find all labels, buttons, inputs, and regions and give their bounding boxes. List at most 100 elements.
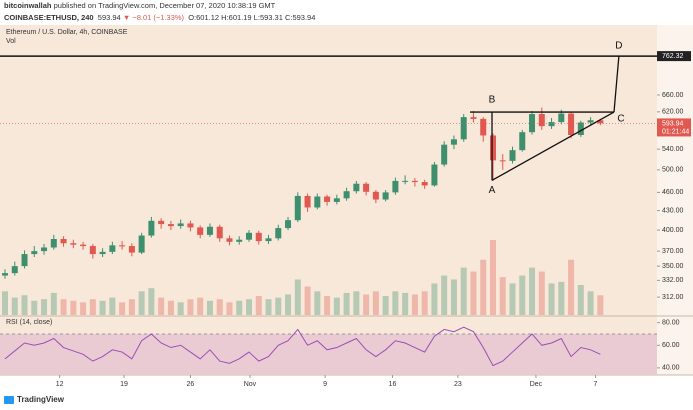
candle-body — [597, 120, 604, 124]
pattern-line — [613, 56, 620, 113]
volume-bar — [538, 271, 545, 315]
x-tick-label: Nov — [244, 381, 257, 388]
candle-body — [587, 120, 594, 123]
candle-body — [568, 113, 575, 136]
volume-bar — [499, 277, 506, 315]
candle-body — [333, 198, 340, 202]
symbol: COINBASE:ETHUSD, 240 — [4, 13, 94, 22]
chart-title: Ethereum / U.S. Dollar, 4h, COINBASE — [6, 29, 128, 36]
volume-bar — [245, 299, 252, 315]
last-price-label: 593.94 — [662, 120, 684, 127]
candle-body — [353, 183, 360, 192]
candle-body — [392, 180, 399, 193]
candle-body — [80, 244, 87, 247]
price: 593.94 — [97, 13, 121, 22]
volume-bar — [353, 291, 360, 315]
volume-bar — [119, 302, 126, 315]
volume-bar — [216, 299, 223, 315]
candle-body — [558, 113, 565, 123]
volume-bar — [314, 291, 321, 315]
y-tick-label: 350.00 — [662, 263, 684, 270]
candle-body — [431, 164, 438, 186]
volume-bar — [2, 291, 8, 315]
volume-bar — [577, 285, 584, 315]
candle-body — [363, 183, 370, 192]
ohlc: O:601.12 H:601.19 L:593.31 C:593.94 — [188, 13, 316, 22]
volume-bar — [60, 299, 67, 315]
candle-body — [177, 223, 184, 227]
candle-body — [529, 114, 536, 133]
candle-body — [450, 139, 457, 145]
x-tick-label: 23 — [454, 381, 462, 388]
rsi-tick-label: 80.00 — [662, 319, 680, 326]
volume-bar — [294, 279, 301, 315]
y-tick-label: 370.00 — [662, 248, 684, 255]
volume-bar — [431, 283, 438, 315]
candle-body — [206, 226, 213, 235]
volume-bar — [509, 283, 516, 315]
candle-body — [499, 160, 506, 162]
y-tick-label: 400.00 — [662, 227, 684, 234]
volume-bar — [480, 259, 487, 315]
volume-bar — [441, 275, 448, 315]
price-axis-background — [657, 25, 693, 375]
rsi-band — [0, 333, 657, 374]
volume-bar — [529, 267, 536, 315]
candle-body — [197, 227, 204, 235]
volume-bar — [548, 283, 555, 315]
candle-body — [577, 122, 584, 136]
y-tick-label: 660.00 — [662, 92, 684, 99]
published: published on TradingView.com, December 0… — [51, 1, 276, 10]
y-tick-label: 620.00 — [662, 109, 684, 116]
rsi-line — [4, 326, 601, 367]
candle-body — [324, 196, 331, 202]
volume-bar — [392, 291, 399, 315]
volume-bar — [21, 295, 28, 315]
level-box — [657, 51, 691, 62]
volume-bar — [167, 300, 174, 315]
candle-body — [216, 226, 223, 239]
y-tick-label: 312.00 — [662, 294, 684, 301]
volume-bar — [343, 292, 350, 315]
candle-body — [509, 150, 516, 161]
pattern-label: C — [617, 114, 624, 125]
volume-bar — [568, 259, 575, 315]
volume-bar — [489, 240, 496, 315]
volume-bar — [128, 299, 135, 315]
volume-bar — [363, 294, 370, 315]
candle-body — [304, 195, 311, 208]
y-tick-label: 540.00 — [662, 146, 684, 153]
candle-body — [21, 254, 28, 267]
x-tick-label: 12 — [56, 381, 64, 388]
volume-bar — [470, 271, 477, 315]
candle-body — [314, 196, 321, 208]
candle-body — [158, 220, 165, 225]
candle-body — [548, 122, 555, 127]
candle-body — [285, 220, 292, 229]
pattern-label: B — [489, 95, 496, 106]
candle-body — [343, 191, 350, 199]
x-tick-label: 7 — [594, 381, 598, 388]
volume-bar — [206, 300, 213, 315]
rsi-tick-label: 40.00 — [662, 365, 680, 372]
volume-bar — [255, 296, 262, 315]
x-tick-label: 26 — [187, 381, 195, 388]
volume-bar — [265, 299, 272, 315]
candle-body — [99, 251, 106, 255]
y-tick-label: 332.00 — [662, 277, 684, 284]
candle-body — [167, 224, 174, 227]
volume-bar — [70, 300, 77, 315]
volume-bar — [187, 299, 194, 315]
x-tick-label: 19 — [120, 381, 128, 388]
candle-body — [275, 228, 282, 239]
candle-body — [41, 247, 48, 252]
candle-body — [236, 239, 243, 242]
candle-body — [411, 180, 418, 183]
candle-body — [2, 273, 8, 276]
y-tick-label: 430.00 — [662, 207, 684, 214]
candle-body — [11, 266, 18, 274]
candle-body — [489, 135, 496, 161]
volume-bar — [80, 302, 87, 315]
rsi-tick-label: 60.00 — [662, 342, 680, 349]
